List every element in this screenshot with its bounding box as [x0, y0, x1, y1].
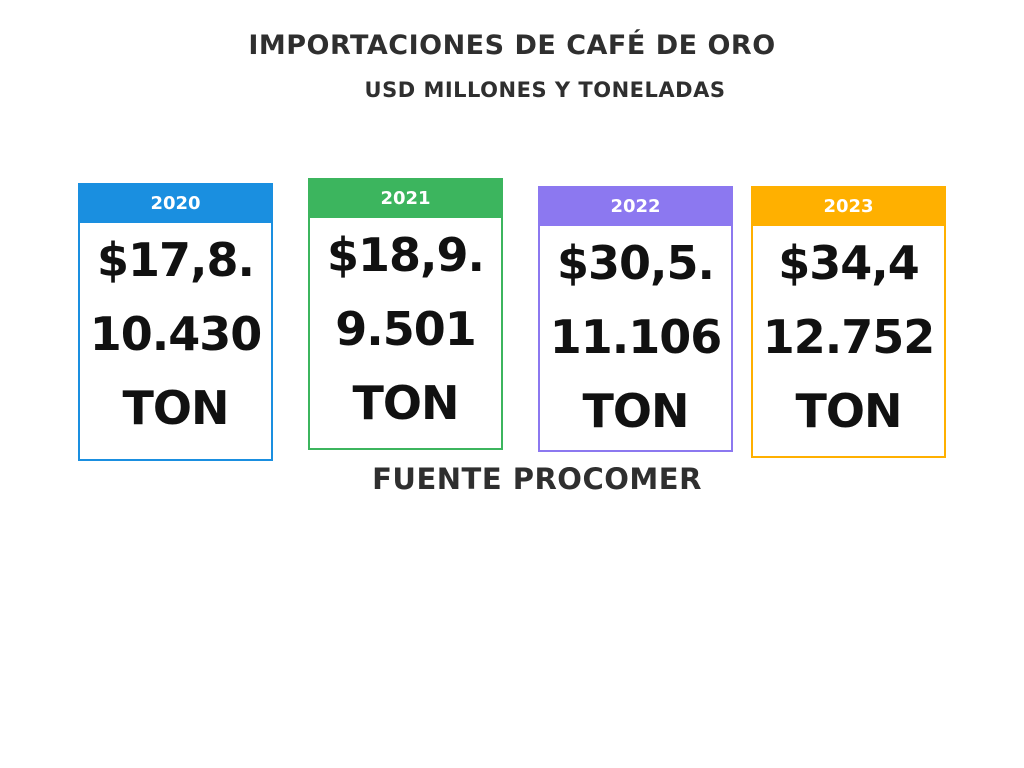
year-card: 2021 $18,9. 9.501 TON — [308, 178, 503, 450]
source: FUENTE PROCOMER — [372, 462, 702, 496]
card-year: 2022 — [540, 188, 731, 226]
subtitle: USD MILLONES Y TONELADAS — [364, 78, 726, 102]
card-tons: 12.752 — [762, 310, 936, 364]
card-unit: TON — [795, 384, 903, 438]
card-year: 2021 — [310, 180, 501, 218]
year-card: 2022 $30,5. 11.106 TON — [538, 186, 733, 452]
card-tons: 11.106 — [549, 310, 723, 364]
card-amount: $17,8. — [97, 233, 255, 287]
card-unit: TON — [582, 384, 690, 438]
card-tons: 9.501 — [335, 302, 477, 356]
card-unit: TON — [122, 381, 230, 435]
card-amount: $18,9. — [327, 228, 485, 282]
card-unit: TON — [352, 376, 460, 430]
card-amount: $34,4 — [778, 236, 920, 290]
card-tons: 10.430 — [89, 307, 263, 361]
card-amount: $30,5. — [557, 236, 715, 290]
year-card: 2020 $17,8. 10.430 TON — [78, 183, 273, 461]
card-year: 2023 — [753, 188, 944, 226]
year-card: 2023 $34,4 12.752 TON — [751, 186, 946, 458]
card-year: 2020 — [80, 185, 271, 223]
title: IMPORTACIONES DE CAFÉ DE ORO — [248, 30, 776, 61]
